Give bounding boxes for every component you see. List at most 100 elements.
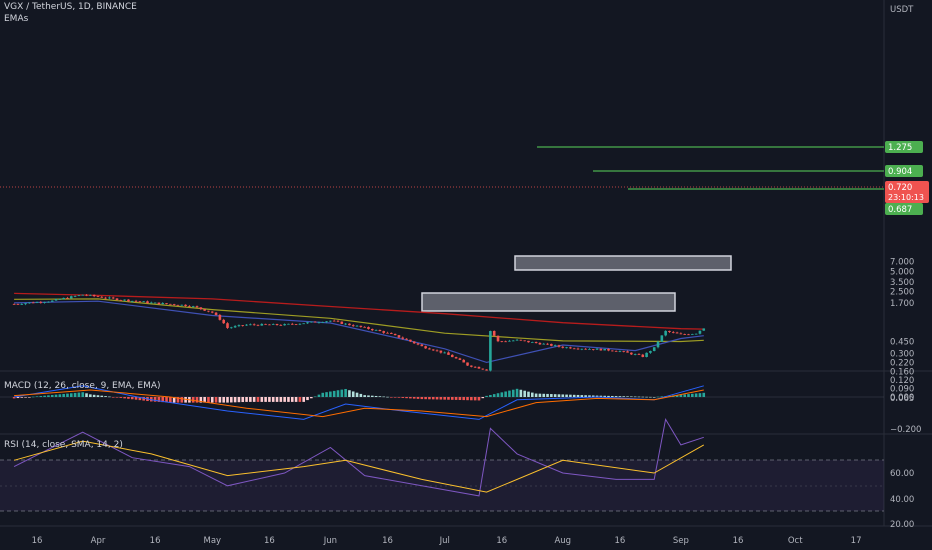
candle-body	[252, 324, 256, 326]
candle	[336, 319, 340, 323]
candle	[39, 300, 43, 304]
candle	[401, 336, 405, 340]
candle	[565, 346, 568, 349]
candle	[359, 325, 363, 328]
macd-histogram-bar	[462, 397, 466, 401]
candle-body	[66, 297, 69, 299]
candle	[531, 341, 534, 343]
candle	[12, 303, 16, 305]
candle	[108, 296, 111, 300]
macd-histogram-bar	[370, 395, 374, 397]
candle	[31, 301, 35, 304]
candle-body	[306, 322, 309, 324]
candle	[24, 302, 27, 306]
candle-body	[344, 323, 347, 325]
candle	[390, 332, 393, 335]
price-tick-label: 7.000	[890, 258, 914, 268]
macd-histogram-bar	[256, 397, 260, 402]
time-tick-label: 17	[851, 536, 862, 546]
candle-body	[591, 349, 595, 350]
rsi-line	[13, 418, 704, 497]
candle-body	[671, 331, 675, 333]
candle	[412, 341, 416, 344]
ema-indicator-label[interactable]: EMAs	[4, 14, 29, 24]
support-zone-upper[interactable]	[514, 255, 732, 271]
candle	[123, 299, 126, 302]
macd-histogram-bar	[298, 397, 302, 402]
macd-histogram-bar	[557, 394, 561, 397]
candle-body	[664, 330, 667, 336]
macd-label[interactable]: MACD (12, 26, close, 9, EMA, EMA)	[4, 381, 161, 391]
candle-body	[153, 302, 157, 304]
macd-histogram-bar	[241, 397, 245, 403]
candle-body	[279, 324, 283, 326]
candle-body	[210, 311, 214, 313]
macd-histogram-bar	[290, 397, 294, 402]
candle-body	[260, 323, 264, 326]
candle-body	[576, 348, 580, 350]
candle-body	[630, 352, 633, 355]
rsi-label[interactable]: RSI (14, close, SMA, 14, 2)	[4, 440, 123, 450]
macd-histogram-bar	[207, 397, 210, 403]
macd-histogram-bar	[176, 397, 180, 403]
candle	[698, 330, 702, 335]
candle-body	[611, 350, 614, 352]
candle	[473, 366, 477, 368]
candle-body	[424, 346, 427, 349]
candle	[191, 305, 195, 308]
symbol-title[interactable]: VGX / TetherUS, 1D, BINANCE	[4, 2, 137, 12]
macd-histogram-bar	[572, 394, 576, 397]
candle-body	[20, 304, 24, 305]
candle	[96, 295, 100, 298]
price-tick-label: 3.500	[890, 278, 914, 288]
macd-histogram-bar	[210, 397, 214, 403]
candle-body	[130, 300, 134, 302]
macd-histogram-bar	[531, 392, 534, 397]
candle-body	[397, 335, 401, 338]
candle	[450, 354, 454, 358]
candle-body	[618, 351, 622, 353]
candle-body	[73, 295, 77, 297]
candles	[12, 294, 706, 372]
candle-body	[561, 346, 565, 348]
time-tick-label: 16	[382, 536, 393, 546]
macd-histogram-bar	[260, 397, 264, 402]
macd-histogram-bar	[119, 397, 123, 398]
macd-histogram-bar	[439, 397, 443, 400]
candle-body	[534, 342, 538, 343]
time-axis[interactable]: 16 Apr 16 May 16 Jun 16 Jul 16 Aug 16 Sep 16 Oct 17	[32, 536, 862, 546]
candle-body	[89, 294, 92, 296]
candle-body	[100, 296, 104, 298]
macd-histogram-bar	[374, 395, 378, 397]
candle	[271, 323, 275, 325]
price-tick-label: 2.500	[890, 288, 914, 298]
candle	[222, 318, 225, 325]
candle-body	[237, 325, 241, 327]
candle	[180, 304, 184, 306]
candle	[485, 369, 488, 371]
candle-body	[492, 330, 496, 336]
macd-signal-line	[14, 389, 704, 418]
candle	[588, 348, 591, 350]
candle-body	[115, 298, 119, 301]
support-zone-lower[interactable]	[421, 292, 676, 312]
candle-body	[473, 366, 477, 368]
candle	[207, 310, 210, 313]
badge-last-price: 0.720	[888, 183, 912, 193]
candle	[572, 347, 576, 350]
badge-level-1-bg	[885, 141, 923, 153]
macd-histogram-bar	[12, 397, 16, 399]
candle-body	[390, 332, 393, 334]
badge-level-3: 0.687	[888, 205, 912, 215]
macd-histogram-bar	[348, 390, 351, 397]
macd-histogram-bar	[66, 393, 69, 397]
macd-histogram-bar	[645, 396, 648, 398]
macd-histogram-bar	[630, 396, 633, 398]
candle	[492, 330, 496, 337]
macd-histogram-bar	[649, 396, 652, 398]
macd-histogram-bar	[591, 395, 595, 397]
candle-body	[134, 300, 138, 302]
candle	[81, 294, 85, 296]
